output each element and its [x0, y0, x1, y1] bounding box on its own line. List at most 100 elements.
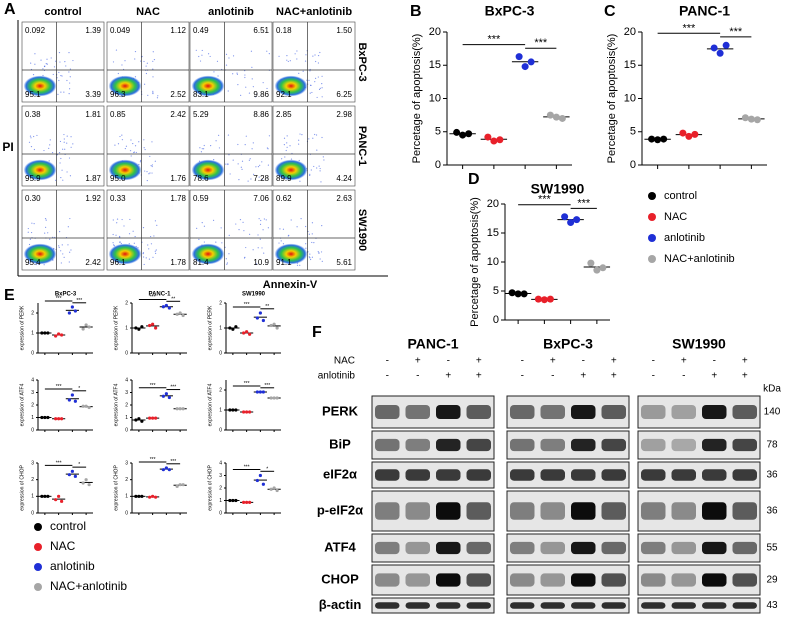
event-dot	[321, 75, 323, 77]
data-dot	[521, 63, 529, 71]
blot-band	[671, 602, 696, 609]
event-dot	[201, 54, 203, 56]
event-dot	[49, 139, 51, 141]
data-dot	[459, 131, 467, 139]
blot-band	[641, 404, 666, 420]
data-dot	[546, 295, 554, 303]
treatment-sign: +	[476, 371, 482, 382]
data-dot	[561, 213, 569, 221]
cell-line-header: BxPC-3	[543, 336, 593, 352]
event-dot	[120, 242, 122, 245]
event-dot	[142, 256, 145, 258]
event-dot	[296, 264, 299, 266]
quadrant-value: 5.29	[193, 110, 209, 119]
y-tick-label: 0	[31, 510, 34, 516]
event-dot	[319, 258, 321, 260]
event-dot	[154, 250, 156, 252]
treatment-sign: -	[551, 371, 554, 382]
significance-label: ***	[56, 296, 62, 302]
quadrant-value: 9.86	[253, 90, 269, 99]
event-dot	[30, 145, 33, 148]
data-dot	[81, 481, 85, 485]
event-dot	[281, 158, 283, 160]
event-dot	[149, 172, 151, 174]
y-tick-label: 4	[125, 377, 128, 383]
data-dot	[258, 390, 262, 394]
event-dot	[268, 53, 270, 55]
quadrant-value: 1.39	[85, 26, 101, 35]
data-dot	[181, 313, 185, 318]
event-dot	[49, 144, 51, 146]
event-dot	[304, 60, 307, 62]
event-dot	[150, 165, 152, 167]
blot-band	[641, 602, 666, 609]
event-dot	[310, 258, 312, 261]
data-dot	[167, 306, 171, 310]
event-dot	[121, 139, 124, 141]
event-dot	[129, 150, 132, 152]
chart-title: SW1990	[242, 292, 266, 298]
data-dot	[242, 410, 246, 414]
treatment-sign: +	[742, 371, 748, 382]
event-dot	[298, 159, 300, 162]
chart-title: BxPC-3	[55, 292, 77, 298]
data-dot	[275, 326, 279, 330]
data-dot	[140, 494, 144, 498]
treatment-sign: +	[611, 356, 617, 367]
quadrant-value: 8.86	[253, 110, 269, 119]
quadrant-value: 95.9	[25, 174, 41, 183]
event-dot	[310, 169, 312, 171]
data-dot	[81, 404, 85, 408]
event-dot	[138, 141, 140, 143]
blot-band	[466, 404, 491, 420]
event-dot	[58, 152, 61, 154]
event-dot	[319, 51, 321, 54]
quadrant-value: 0.49	[193, 26, 209, 35]
event-dot	[67, 244, 69, 246]
event-dot	[250, 178, 252, 180]
event-dot	[68, 71, 70, 73]
event-dot	[309, 257, 311, 259]
blot-band	[702, 502, 727, 520]
blot-band	[510, 602, 535, 609]
event-dot	[298, 143, 300, 145]
y-tick-label: 0	[219, 350, 222, 356]
y-tick-label: 0	[630, 159, 636, 171]
data-dot	[567, 219, 575, 227]
data-dot	[175, 484, 179, 488]
event-dot	[245, 135, 247, 137]
significance-label: ***	[577, 197, 591, 209]
event-dot	[64, 148, 66, 150]
event-dot	[60, 250, 62, 252]
significance-label: *	[266, 466, 268, 472]
blot-band	[466, 602, 491, 609]
event-dot	[309, 173, 311, 175]
event-dot	[309, 70, 311, 72]
data-dot	[87, 483, 91, 487]
cell-line-header: SW1990	[672, 336, 726, 352]
quadrant-value: 95.0	[110, 174, 126, 183]
event-dot	[114, 144, 116, 146]
event-dot	[228, 57, 230, 59]
event-dot	[321, 82, 323, 85]
event-dot	[45, 63, 47, 65]
data-dot	[231, 408, 235, 412]
data-dot	[167, 395, 171, 400]
event-dot	[311, 91, 313, 94]
blot-frame	[371, 597, 495, 614]
treatment-sign: +	[742, 356, 748, 367]
treatment-sign: -	[521, 356, 524, 367]
data-dot	[67, 473, 71, 477]
data-dot	[599, 264, 607, 272]
blot-band	[466, 469, 491, 481]
event-dot	[198, 55, 200, 58]
treatment-sign: -	[652, 356, 655, 367]
data-dot	[181, 407, 185, 411]
event-dot	[42, 68, 44, 70]
y-tick-label: 20	[624, 26, 636, 38]
event-dot	[226, 263, 228, 265]
column-header: anlotinib	[208, 6, 254, 18]
data-dot	[73, 474, 77, 478]
kda-label: 140	[764, 407, 781, 418]
blot-band	[466, 438, 491, 452]
